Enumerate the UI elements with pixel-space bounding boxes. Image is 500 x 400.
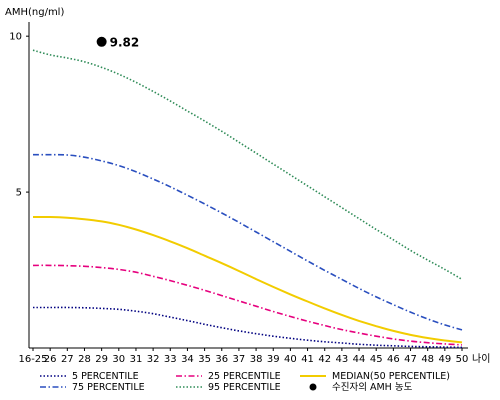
x-tick-label: 48 <box>421 354 434 365</box>
x-tick-label: 50 <box>456 354 469 365</box>
series-line-1 <box>32 264 463 346</box>
y-tick-label: 5 <box>16 188 22 199</box>
legend-label-3: 75 PERCENTILE <box>72 382 145 393</box>
x-tick-label: 16-25 <box>18 354 47 365</box>
x-tick-label: 40 <box>284 354 297 365</box>
x-tick-label: 32 <box>147 354 160 365</box>
x-tick-label: 36 <box>215 354 228 365</box>
y-tick-label: 10 <box>9 32 22 43</box>
x-tick-label: 45 <box>370 354 383 365</box>
x-tick-label: 38 <box>250 354 263 365</box>
x-tick-label: 34 <box>181 354 194 365</box>
x-tick-label: 47 <box>404 354 417 365</box>
x-tick-label: 35 <box>198 354 211 365</box>
x-tick-label: 46 <box>387 354 400 365</box>
series-line-4 <box>32 49 463 281</box>
x-tick-label: 30 <box>112 354 125 365</box>
x-tick-label: 27 <box>61 354 74 365</box>
x-tick-label: 37 <box>233 354 246 365</box>
legend-label-patient: 수진자의 AMH 농도 <box>332 382 413 393</box>
series-line-0 <box>32 306 463 349</box>
x-axis-label: 나이 <box>472 353 490 365</box>
x-tick-label: 39 <box>267 354 280 365</box>
series-line-2 <box>32 215 463 344</box>
x-tick-label: 31 <box>130 354 143 365</box>
patient-amh-marker <box>96 36 107 47</box>
x-tick-label: 43 <box>336 354 349 365</box>
x-tick-label: 33 <box>164 354 177 365</box>
patient-amh-value-label: 9.82 <box>110 35 140 49</box>
legend-label-1: 25 PERCENTILE <box>208 371 281 382</box>
x-tick-label: 42 <box>318 354 331 365</box>
legend-label-4: 95 PERCENTILE <box>208 382 281 393</box>
x-tick-label: 41 <box>301 354 314 365</box>
x-tick-label: 49 <box>438 354 451 365</box>
x-tick-label: 29 <box>95 354 108 365</box>
x-tick-label: 28 <box>78 354 91 365</box>
x-tick-label: 26 <box>44 354 57 365</box>
legend-label-2: MEDIAN(50 PERCENTILE) <box>332 371 450 382</box>
legend-patient-marker <box>309 383 317 391</box>
series-line-3 <box>32 153 463 331</box>
y-axis-label: AMH(ng/ml) <box>5 7 64 18</box>
x-tick-label: 44 <box>353 354 366 365</box>
legend-label-0: 5 PERCENTILE <box>72 371 139 382</box>
